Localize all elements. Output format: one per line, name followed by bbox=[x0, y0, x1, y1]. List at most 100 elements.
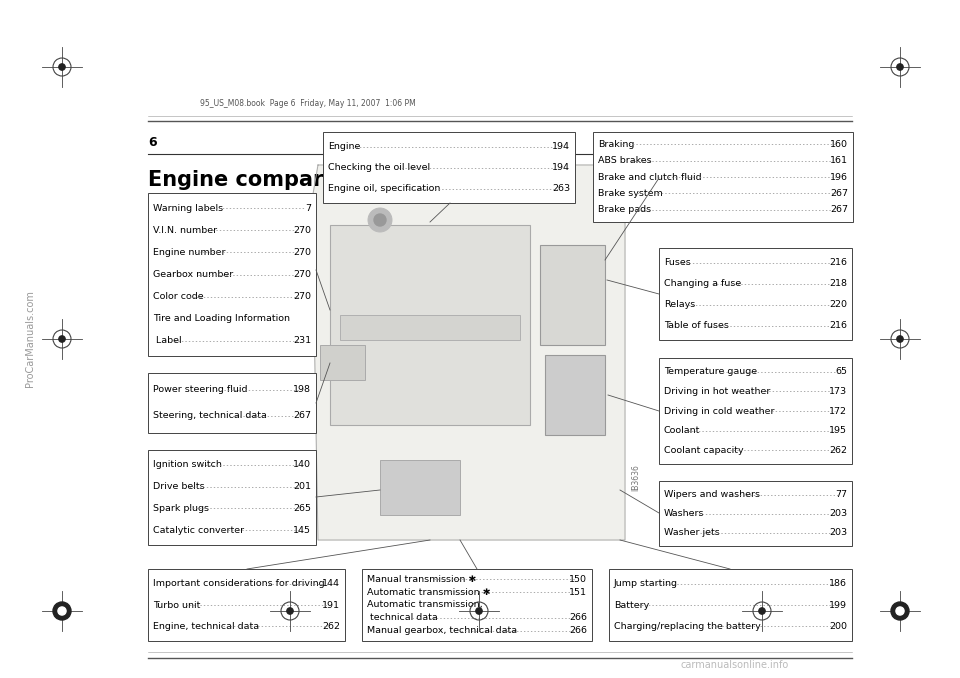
Text: 151: 151 bbox=[569, 588, 587, 597]
Text: Braking: Braking bbox=[598, 140, 635, 148]
Bar bbox=[540, 245, 605, 345]
Text: Washers: Washers bbox=[664, 509, 705, 518]
Text: 262: 262 bbox=[322, 622, 340, 631]
Text: 270: 270 bbox=[293, 248, 311, 257]
Text: IB3636: IB3636 bbox=[631, 464, 640, 492]
Circle shape bbox=[58, 607, 66, 615]
Text: 220: 220 bbox=[829, 300, 847, 309]
Text: 201: 201 bbox=[293, 482, 311, 491]
Text: 194: 194 bbox=[552, 163, 570, 172]
Text: 194: 194 bbox=[552, 142, 570, 151]
Text: 270: 270 bbox=[293, 292, 311, 301]
Text: 196: 196 bbox=[830, 172, 848, 182]
Text: 266: 266 bbox=[569, 614, 587, 622]
Text: 172: 172 bbox=[829, 407, 847, 416]
Text: 198: 198 bbox=[293, 386, 311, 395]
Bar bbox=[148, 373, 316, 433]
Text: 199: 199 bbox=[829, 601, 847, 610]
Text: 203: 203 bbox=[828, 509, 847, 518]
Bar bbox=[148, 450, 316, 545]
Text: 231: 231 bbox=[293, 336, 311, 345]
Text: 218: 218 bbox=[829, 279, 847, 288]
Circle shape bbox=[53, 602, 71, 620]
Text: carmanualsonline.info: carmanualsonline.info bbox=[681, 660, 789, 670]
Text: ABS brakes: ABS brakes bbox=[598, 156, 652, 165]
Text: Charging/replacing the battery: Charging/replacing the battery bbox=[614, 622, 760, 631]
Text: 267: 267 bbox=[293, 412, 311, 420]
Text: 262: 262 bbox=[829, 445, 847, 455]
Circle shape bbox=[59, 336, 65, 342]
Bar bbox=[659, 358, 852, 464]
Text: 267: 267 bbox=[830, 205, 848, 214]
Text: 203: 203 bbox=[828, 528, 847, 537]
Text: Gearbox number: Gearbox number bbox=[153, 270, 233, 279]
Text: Checking the oil level: Checking the oil level bbox=[328, 163, 430, 172]
Text: Color code: Color code bbox=[153, 292, 204, 301]
Text: 186: 186 bbox=[829, 579, 847, 589]
Bar bbox=[593, 132, 853, 222]
Polygon shape bbox=[312, 165, 625, 540]
Text: Automatic transmission,: Automatic transmission, bbox=[367, 601, 483, 610]
Text: Engine compartment: Engine compartment bbox=[148, 170, 395, 190]
Text: 65: 65 bbox=[835, 367, 847, 376]
Text: Wipers and washers: Wipers and washers bbox=[664, 490, 760, 499]
Bar bbox=[148, 193, 316, 356]
Text: Coolant capacity: Coolant capacity bbox=[664, 445, 744, 455]
Text: Catalytic converter: Catalytic converter bbox=[153, 525, 244, 535]
Text: V.I.N. number: V.I.N. number bbox=[153, 226, 217, 235]
Text: Changing a fuse: Changing a fuse bbox=[664, 279, 741, 288]
Text: 270: 270 bbox=[293, 270, 311, 279]
Text: Turbo unit: Turbo unit bbox=[153, 601, 201, 610]
Text: 7: 7 bbox=[305, 203, 311, 213]
Text: 77: 77 bbox=[835, 490, 847, 499]
Bar bbox=[609, 569, 852, 641]
Text: Table of fuses: Table of fuses bbox=[664, 321, 729, 330]
Bar bbox=[330, 225, 530, 425]
Text: Power steering fluid: Power steering fluid bbox=[153, 386, 248, 395]
Text: 140: 140 bbox=[293, 460, 311, 469]
Text: 191: 191 bbox=[322, 601, 340, 610]
Text: Steering, technical data: Steering, technical data bbox=[153, 412, 267, 420]
Bar bbox=[545, 355, 605, 435]
Text: Jump starting: Jump starting bbox=[614, 579, 678, 589]
Circle shape bbox=[897, 336, 903, 342]
Bar bbox=[320, 345, 365, 380]
Text: 160: 160 bbox=[830, 140, 848, 148]
Text: Label: Label bbox=[153, 336, 181, 345]
Text: Manual gearbox, technical data: Manual gearbox, technical data bbox=[367, 626, 517, 635]
Text: Washer jets: Washer jets bbox=[664, 528, 720, 537]
Bar bbox=[362, 569, 592, 641]
Circle shape bbox=[891, 602, 909, 620]
Text: 145: 145 bbox=[293, 525, 311, 535]
Text: 216: 216 bbox=[829, 258, 847, 267]
Text: Automatic transmission ✱: Automatic transmission ✱ bbox=[367, 588, 491, 597]
Text: 150: 150 bbox=[569, 575, 587, 584]
Text: 161: 161 bbox=[830, 156, 848, 165]
Bar bbox=[659, 481, 852, 546]
Circle shape bbox=[59, 64, 65, 70]
Circle shape bbox=[897, 64, 903, 70]
Circle shape bbox=[374, 214, 386, 226]
Circle shape bbox=[476, 608, 482, 614]
Text: Important considerations for driving: Important considerations for driving bbox=[153, 579, 324, 589]
Text: technical data: technical data bbox=[367, 614, 438, 622]
Text: 267: 267 bbox=[830, 189, 848, 198]
Text: Brake system: Brake system bbox=[598, 189, 662, 198]
Text: 270: 270 bbox=[293, 226, 311, 235]
Text: ProCarManuals.com: ProCarManuals.com bbox=[25, 291, 35, 387]
Circle shape bbox=[368, 208, 392, 232]
Circle shape bbox=[758, 608, 765, 614]
Text: 195: 195 bbox=[829, 426, 847, 435]
Text: Battery: Battery bbox=[614, 601, 649, 610]
Bar bbox=[323, 132, 575, 203]
Text: Brake and clutch fluid: Brake and clutch fluid bbox=[598, 172, 702, 182]
Text: Ignition switch: Ignition switch bbox=[153, 460, 222, 469]
Text: Engine: Engine bbox=[328, 142, 360, 151]
Circle shape bbox=[896, 607, 904, 615]
Text: Engine, technical data: Engine, technical data bbox=[153, 622, 259, 631]
Text: Driving in hot weather: Driving in hot weather bbox=[664, 387, 770, 396]
Text: Warning labels: Warning labels bbox=[153, 203, 223, 213]
Text: Temperature gauge: Temperature gauge bbox=[664, 367, 757, 376]
Bar bbox=[659, 248, 852, 340]
Text: Drive belts: Drive belts bbox=[153, 482, 204, 491]
